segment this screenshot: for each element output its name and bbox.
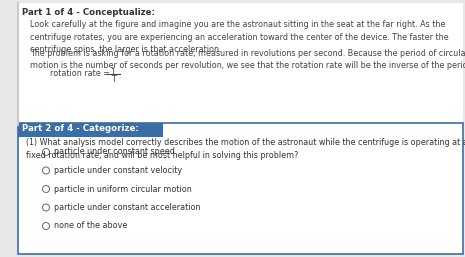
Text: Part 1 of 4 - Conceptualize:: Part 1 of 4 - Conceptualize: bbox=[22, 8, 155, 17]
Bar bbox=[18, 3, 463, 125]
Point bbox=[103, 72, 109, 76]
Text: particle in uniform circular motion: particle in uniform circular motion bbox=[54, 185, 192, 194]
Point bbox=[117, 72, 123, 76]
Point bbox=[15, 2, 21, 5]
Text: particle under constant acceleration: particle under constant acceleration bbox=[54, 203, 200, 212]
Text: The problem is asking for a rotation rate, measured in revolutions per second. B: The problem is asking for a rotation rat… bbox=[30, 49, 465, 70]
Text: none of the above: none of the above bbox=[54, 222, 127, 231]
Text: T: T bbox=[111, 75, 115, 84]
Text: 1: 1 bbox=[111, 68, 115, 77]
Text: Look carefully at the figure and imagine you are the astronaut sitting in the se: Look carefully at the figure and imagine… bbox=[30, 20, 449, 54]
Bar bbox=[18, 123, 163, 137]
Text: rotation rate =: rotation rate = bbox=[50, 69, 113, 78]
Text: particle under constant speed: particle under constant speed bbox=[54, 148, 175, 157]
Text: Part 2 of 4 - Categorize:: Part 2 of 4 - Categorize: bbox=[22, 124, 139, 133]
Text: particle under constant velocity: particle under constant velocity bbox=[54, 166, 182, 175]
Point bbox=[15, 123, 21, 126]
Bar bbox=[18, 123, 463, 254]
Text: (1) What analysis model correctly describes the motion of the astronaut while th: (1) What analysis model correctly descri… bbox=[26, 138, 465, 160]
